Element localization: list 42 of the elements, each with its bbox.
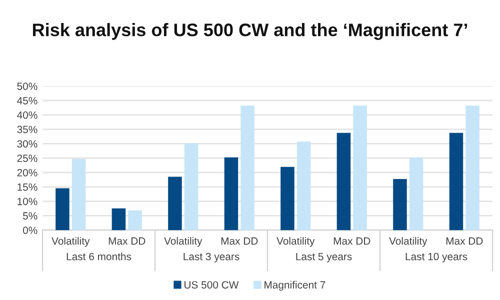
- bar: [353, 106, 367, 230]
- bar: [128, 210, 142, 230]
- y-tick-label: 10%: [18, 198, 38, 206]
- bar: [56, 188, 70, 230]
- y-tick-label: 5%: [23, 212, 38, 220]
- text: Last 3 years: [184, 252, 240, 262]
- y-tick-label: 20%: [17, 169, 38, 176]
- x-tick-label: Volatility: [389, 237, 428, 247]
- bar: [224, 157, 238, 230]
- text: Last 5 years: [296, 252, 352, 262]
- text: Last 6 months: [66, 252, 132, 260]
- x-tick-label: Max DD: [221, 237, 258, 245]
- x-tick-label: Max DD: [446, 237, 483, 245]
- y-tick-label: 45%: [17, 97, 38, 104]
- legend-label: Magnificent 7: [264, 280, 326, 291]
- y-tick-label: 35%: [17, 126, 38, 134]
- bar: [466, 106, 480, 230]
- y-tick-label: 0%: [22, 226, 38, 234]
- x-tick-label: Max DD: [108, 237, 146, 245]
- bar: [296, 142, 311, 230]
- bar: [240, 106, 254, 230]
- bar: [184, 143, 198, 230]
- y-tick-label: 25%: [17, 154, 38, 162]
- bar: [280, 166, 294, 230]
- bar: [168, 176, 182, 230]
- bar: [409, 157, 424, 230]
- y-tick-label: 15%: [18, 183, 38, 191]
- bar: [336, 132, 351, 230]
- y-tick-label: 50%: [17, 82, 38, 90]
- bar: [72, 158, 86, 230]
- x-tick-label: Volatility: [52, 237, 90, 247]
- x-tick-label: Volatility: [164, 237, 202, 247]
- bar: [393, 179, 407, 230]
- y-tick-label: 40%: [17, 111, 38, 119]
- x-tick-label: Volatility: [276, 237, 315, 247]
- chart-title: Risk analysis of US 500 CW and the ‘Magnificent 7’: [32, 23, 468, 40]
- x-tick-label: Max DD: [334, 237, 370, 245]
- legend-label: US 500 CW: [184, 281, 239, 289]
- text: Last 10 years: [406, 252, 468, 262]
- bar: [112, 208, 126, 230]
- y-tick-label: 30%: [17, 140, 38, 148]
- bar: [449, 132, 464, 230]
